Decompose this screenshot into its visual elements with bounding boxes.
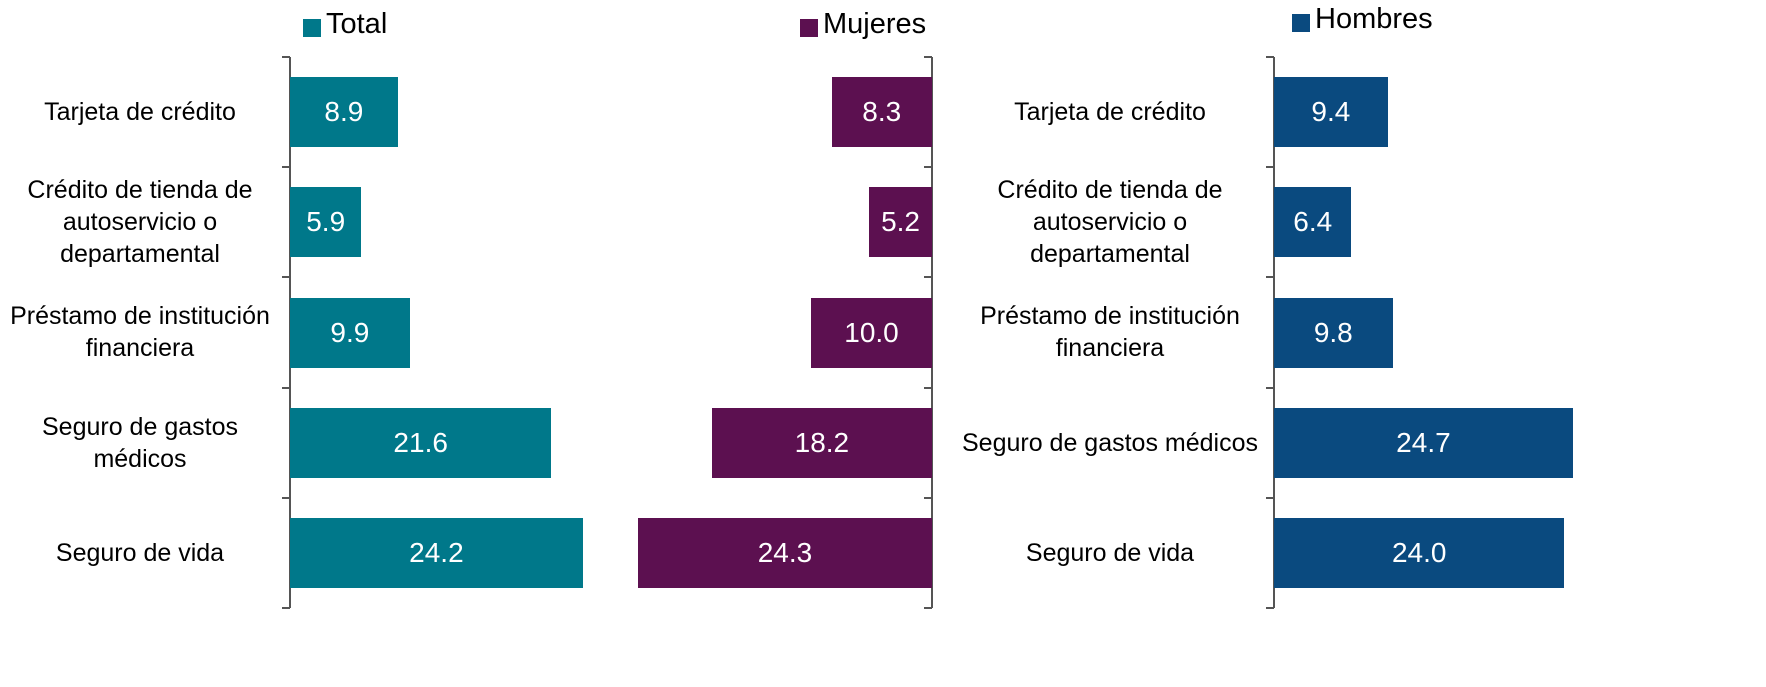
bar: [831, 77, 932, 148]
axis-tick: [282, 56, 290, 58]
axis-tick: [1266, 56, 1274, 58]
bar: [290, 297, 410, 368]
bar: [711, 407, 932, 478]
legend-swatch: [800, 19, 818, 37]
value-label: 9.9: [330, 316, 370, 348]
legend-label: Total: [326, 8, 388, 40]
axis-tick: [282, 386, 290, 389]
legend-label: Mujeres: [823, 8, 927, 40]
bar: [290, 407, 552, 478]
category-label: Seguro de vida: [55, 538, 225, 567]
category-label: Seguro de gastos médicos: [961, 428, 1258, 457]
axis-tick: [1266, 607, 1274, 609]
value-label: 21.6: [393, 426, 448, 458]
bar: [637, 517, 932, 588]
value-label: 24.3: [757, 536, 813, 568]
bar: [1274, 187, 1352, 258]
category-label: Crédito de tienda de autoservicio o depa…: [27, 176, 253, 269]
axis-tick: [1266, 386, 1274, 389]
bar: [1274, 297, 1393, 368]
axis-tick: [924, 276, 932, 279]
bar: [869, 187, 932, 258]
category-axis: [931, 57, 933, 608]
axis-tick: [924, 56, 932, 58]
bar: [290, 187, 362, 258]
value-label: 9.8: [1313, 316, 1353, 348]
category-label: Préstamo de institución financiera: [10, 302, 270, 363]
axis-tick: [1266, 276, 1274, 279]
axis-tick: [282, 607, 290, 609]
category-label: Préstamo de institución financiera: [980, 302, 1240, 363]
axis-tick: [282, 166, 290, 169]
axis-tick: [924, 166, 932, 169]
category-label: Seguro de vida: [1025, 538, 1195, 567]
axis-tick: [924, 386, 932, 389]
bar: [1274, 407, 1573, 478]
value-label: 24.7: [1396, 426, 1451, 458]
legend-swatch: [1292, 14, 1310, 32]
value-label: 10.0: [844, 316, 899, 348]
bar: [290, 77, 398, 148]
legend-swatch: [303, 19, 321, 37]
bar: [1274, 517, 1565, 588]
value-label: 24.2: [409, 536, 464, 568]
category-label: Crédito de tienda de autoservicio o depa…: [997, 176, 1223, 269]
value-label: 6.4: [1293, 206, 1333, 238]
axis-tick: [924, 496, 932, 499]
value-label: 5.9: [306, 206, 346, 238]
bar: [811, 297, 932, 368]
legend-label: Hombres: [1315, 3, 1433, 35]
value-label: 9.4: [1311, 96, 1351, 128]
category-label: Tarjeta de crédito: [44, 98, 236, 127]
axis-tick: [1266, 496, 1274, 499]
category-label: Seguro de gastos médicos: [42, 412, 238, 473]
value-label: 5.2: [881, 206, 920, 238]
axis-tick: [282, 276, 290, 279]
bar: [290, 517, 583, 588]
value-label: 24.0: [1391, 536, 1447, 568]
value-label: 8.3: [862, 96, 902, 128]
value-label: 18.2: [794, 426, 850, 458]
axis-tick: [924, 607, 932, 609]
bar: [1274, 77, 1388, 148]
axis-tick: [1266, 166, 1274, 169]
category-label: Tarjeta de crédito: [1014, 98, 1206, 127]
value-label: 8.9: [324, 96, 364, 128]
axis-tick: [282, 496, 290, 499]
